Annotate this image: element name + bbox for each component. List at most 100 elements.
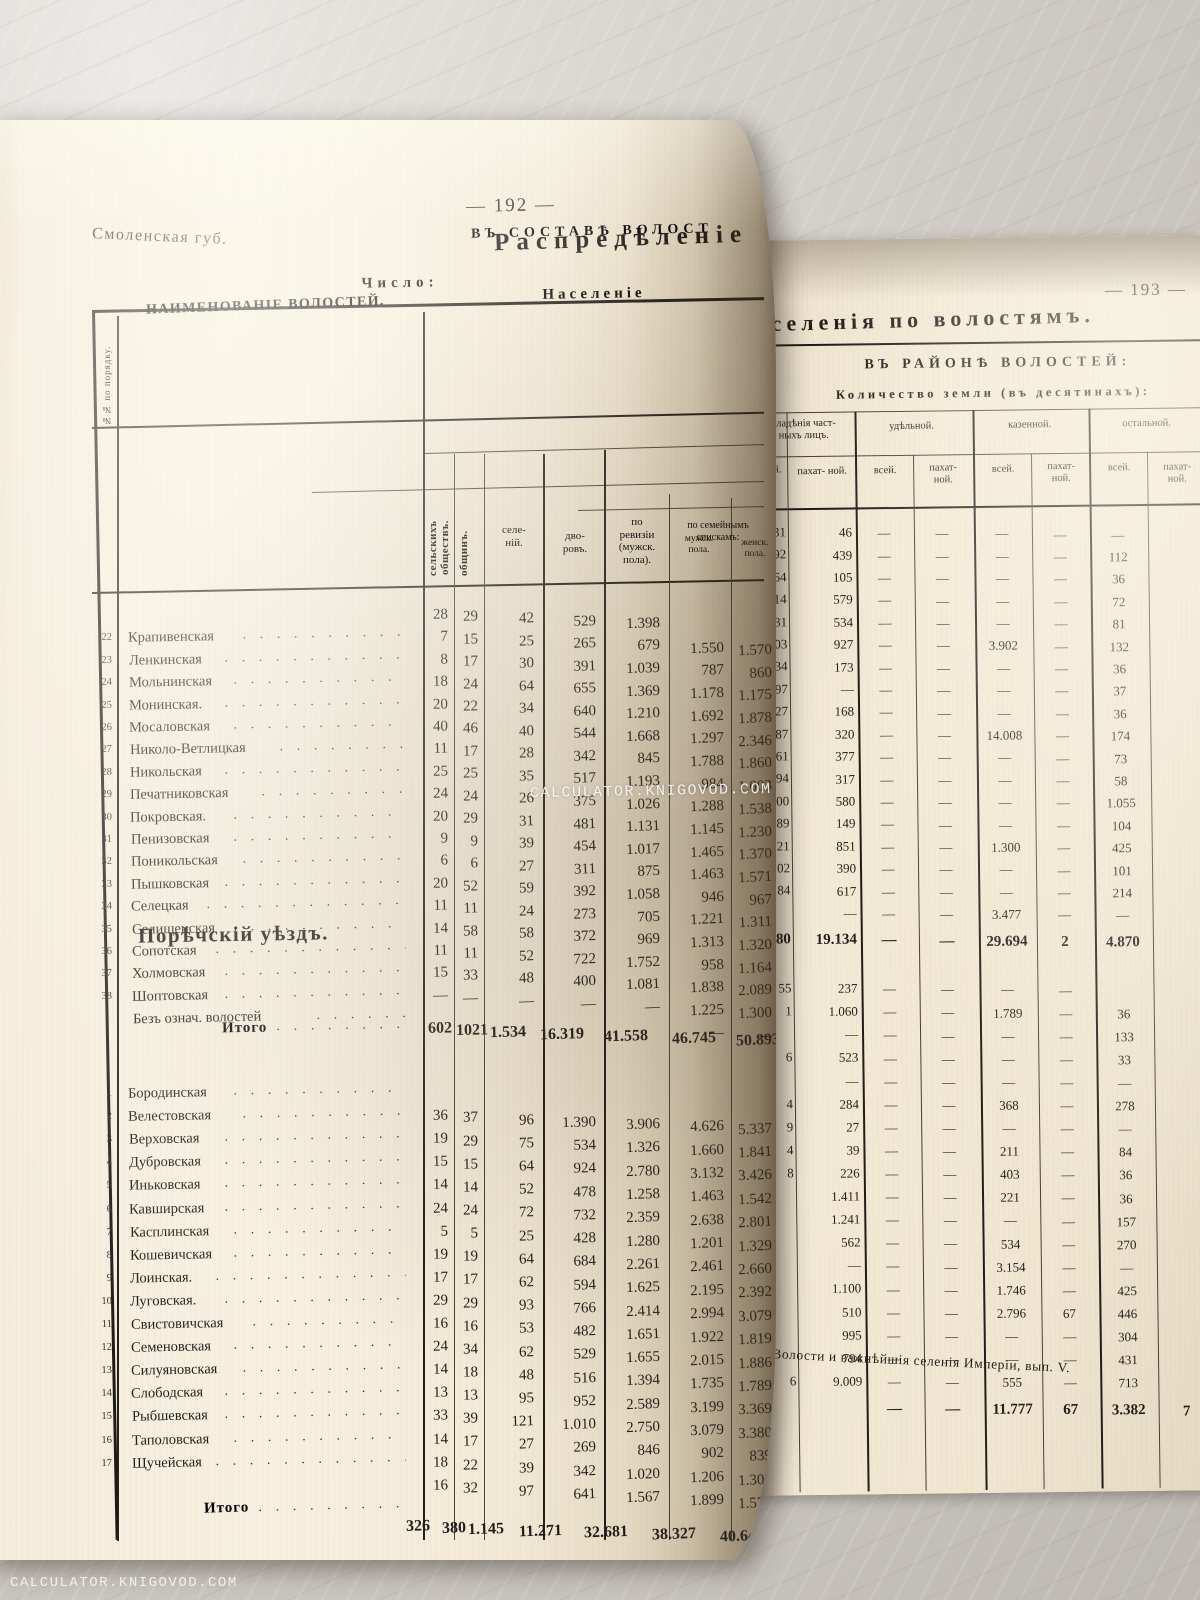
rsec2-cell-ud_pah: — (943, 1212, 957, 1228)
sec1-row-index: 36 (101, 945, 113, 958)
sec1-cell-revizia: 1.026 (625, 795, 661, 813)
rsec1-cell-kaz_vsey: — (998, 749, 1012, 766)
sec2-total-muzh: 38.327 (651, 1524, 697, 1544)
rsec2-cell-ud_pah: — (943, 1189, 957, 1205)
sec1-cell-obschin: 52 (462, 877, 479, 895)
sec1-row-leaders: · · · · · · · · · · · · · · · · (233, 673, 406, 692)
sec1-row-name: Мольнинская (128, 673, 212, 691)
sec2-cell-seleniy: 75 (518, 1135, 535, 1152)
rsec1-cell-kaz_vsey: — (996, 615, 1010, 631)
rsec1-cell-kaz_pah: — (1054, 638, 1068, 654)
sec1-cell-obschin: 24 (462, 675, 479, 693)
rsec2-cell-kaz_pah: — (1059, 1051, 1073, 1067)
col-seleniy-header: селе- ній. (502, 524, 526, 549)
sec2-cell-seleniy: 96 (518, 1111, 535, 1129)
rsec2-cell-kaz_vsey: 403 (999, 1166, 1020, 1182)
sec1-cell-obschin: — (462, 990, 479, 1007)
sec2-row-index: 15 (101, 1411, 113, 1423)
rsec1-cell-kaz_vsey: — (995, 570, 1010, 586)
sec1-row-index: 27 (101, 744, 113, 756)
sec2-cell-obschin: 29 (462, 1294, 479, 1312)
rsec2-cell-ost_vsey: 33 (1117, 1052, 1131, 1068)
rsec2-cell-kaz_pah: — (1059, 1005, 1073, 1021)
sec2-cell-revizia: 3.906 (625, 1116, 661, 1134)
rsec1-cell-priv_pah: 168 (834, 703, 855, 720)
rsec2-cell-ud_pah: — (941, 1027, 955, 1043)
sec1-cell-seleniy: 30 (518, 655, 535, 673)
sec1-cell-dvorov: 529 (573, 612, 597, 630)
sec1-cell-zhensk: 1.860 (737, 755, 773, 773)
sec1-cell-obschin: 6 (470, 855, 479, 872)
sec2-cell-dvorov: 1.010 (561, 1416, 597, 1434)
sec2-row-name: Велестовская (128, 1107, 212, 1125)
header-index-column: №№ по порядку. (102, 345, 112, 426)
sec2-cell-revizia: 2.414 (625, 1302, 661, 1320)
sec2-cell-zhensk: 2.660 (737, 1260, 773, 1279)
sec2-cell-obschin: 29 (462, 1132, 479, 1150)
rsec1-cell-ost_vsey: 112 (1108, 549, 1128, 565)
rsec2-cell-ud_pah: — (942, 1097, 956, 1113)
rsec2-cell-kaz_pah: — (1058, 982, 1073, 998)
sec1-cell-obschin: 29 (462, 810, 479, 827)
sec1-row-name: Селецкая (131, 897, 190, 915)
sec1-cell-zhensk: 1.164 (737, 959, 773, 977)
rsec2-cell-priv_pah: 284 (839, 1096, 859, 1112)
rsec1-cell-priv_pah: 617 (836, 883, 857, 899)
sec1-cell-seleniy: 64 (518, 678, 535, 695)
rsec1-cell-kaz_pah: — (1054, 615, 1068, 632)
rsec1-cell-ost_vsey: 425 (1111, 840, 1132, 856)
rsec2-cell-ud_vsey: — (884, 1073, 898, 1089)
sec2-total-label: Итого (203, 1499, 250, 1517)
rsec2-cell-ost_vsey: 36 (1119, 1190, 1133, 1206)
rsec1-cell-ost_vsey: 72 (1112, 593, 1126, 610)
sec2-cell-zhensk: 1.573 (737, 1494, 773, 1513)
sec2-cell-revizia: 1.567 (625, 1488, 661, 1507)
sec1-cell-zhensk: 1.311 (738, 913, 773, 932)
rsec2-cell-priv_pah: 27 (846, 1119, 860, 1135)
sec2-row-name: Кавширская (129, 1199, 205, 1218)
rsec2-cell-ud_vsey: — (887, 1327, 901, 1343)
rsec1-cell-ud_pah: — (935, 548, 949, 564)
rsec1-cell-ost_vsey: 132 (1109, 638, 1130, 654)
sec1-cell-seleniy: 52 (518, 948, 535, 965)
rsec1-cell-ud_vsey: — (881, 861, 895, 877)
rsec2-cell-ud_pah: — (944, 1304, 959, 1321)
rsec1-cell-kaz_pah: — (1055, 727, 1070, 744)
sec2-cell-seleniy: 64 (518, 1158, 535, 1175)
sec1-cell-obschin: 22 (462, 698, 479, 715)
rsec1-cell-ud_pah: — (937, 682, 951, 698)
left-page-number: — 192 — (465, 194, 557, 217)
rsec2-cell-ud_vsey: — (887, 1373, 901, 1390)
sec2-cell-obschin: 22 (462, 1456, 479, 1474)
rsec2-cell-priv_pah: 510 (841, 1303, 862, 1320)
sec1-cell-seleniy: 26 (518, 790, 535, 807)
sec2-cell-zhensk: 1.819 (737, 1330, 773, 1349)
sec2-cell-obschin: 37 (462, 1109, 479, 1127)
rsec2-cell-ud_pah: — (941, 1050, 955, 1067)
sec2-row-leaders: · · · · · · · · · · · · · · · · (251, 1315, 406, 1334)
sec1-cell-seleniy: 24 (518, 903, 535, 920)
rsec2-cell-priv_pah: — (844, 1026, 859, 1042)
sec1-cell-revizia: 1.017 (625, 840, 661, 858)
rsec2-cell-priv_pah: 1.241 (830, 1211, 861, 1227)
rsec2-cell-kaz_vsey: 3.154 (996, 1259, 1026, 1275)
sec2-row-name: Иньковская (128, 1176, 201, 1195)
rsec1-cell-kaz_pah: — (1055, 705, 1069, 721)
rsec2-cell-priv_pah: 9.009 (832, 1373, 863, 1389)
sec1-row-index: 28 (101, 766, 113, 778)
sec1-row-leaders: · · · · · · · · · · · · · · · · (223, 763, 406, 782)
sec1-cell-revizia: 1.369 (625, 682, 661, 700)
sec2-cell-dvorov: 766 (573, 1299, 597, 1317)
rsec2-cell-ost_vsey: 36 (1117, 1005, 1131, 1022)
sec2-row-leaders: · · · · · · · · · · · · · · · · (223, 1199, 406, 1219)
sec2-cell-seleniy: 25 (518, 1227, 535, 1245)
sec1-cell-seleniy: 28 (518, 745, 535, 762)
rsec2-cell-priv_pah: 226 (840, 1165, 860, 1181)
sec1-row-index: 29 (101, 789, 113, 801)
sec2-row-index: 3 (106, 1134, 113, 1146)
rsec2-cell-ost_vsey: 157 (1116, 1213, 1137, 1229)
rsec1-cell-ud_pah: — (939, 884, 953, 900)
rsec2-cell-priv_pah: 1.411 (831, 1188, 861, 1204)
sec2-row-name: Свистовичская (130, 1315, 224, 1333)
rsec2-cell-kaz_pah: — (1061, 1213, 1075, 1229)
